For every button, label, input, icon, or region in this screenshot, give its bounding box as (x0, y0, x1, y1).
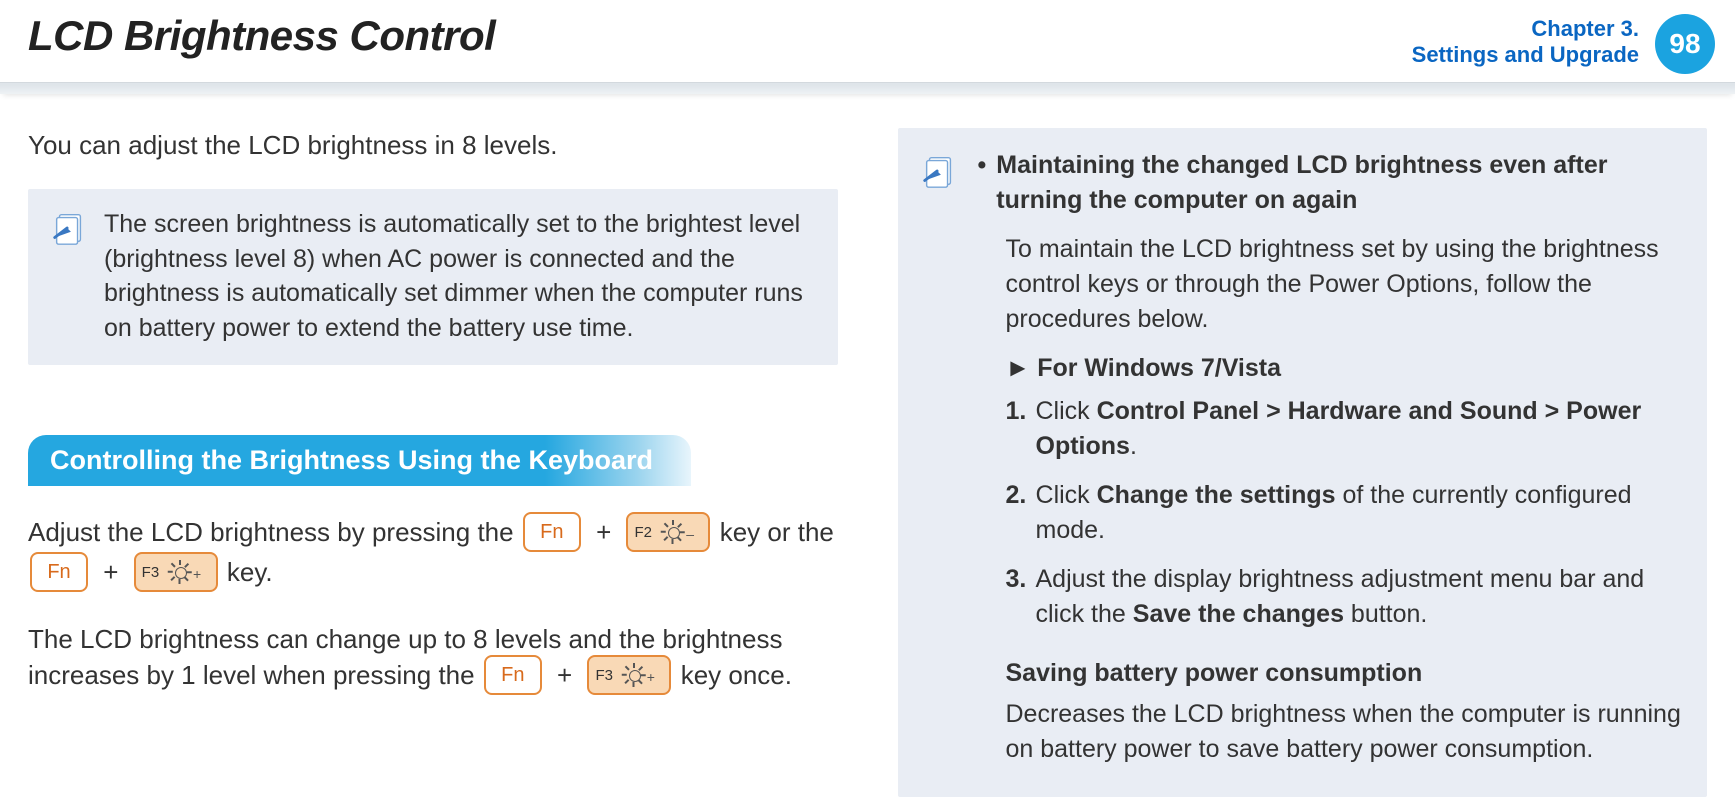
f2-key-icon: F2 – (626, 512, 710, 552)
step-2: 2. Click Change the settings of the curr… (1006, 478, 1682, 548)
f2-label: F2 (634, 521, 652, 543)
info-note-text: The screen brightness is automatically s… (104, 207, 816, 345)
seg-bold: Hardware and Sound (1288, 397, 1538, 425)
intro-text: You can adjust the LCD brightness in 8 l… (28, 128, 838, 163)
page-number-badge: 98 (1655, 14, 1715, 74)
seg: Click (1036, 481, 1097, 509)
p1-seg-c: key. (227, 557, 273, 587)
right-heading-para: To maintain the LCD brightness set by us… (978, 232, 1682, 337)
right-info-box: • Maintaining the changed LCD brightness… (898, 128, 1708, 797)
seg-bold: Change the settings (1097, 481, 1336, 509)
brightness-instruction-1: Adjust the LCD brightness by pressing th… (28, 514, 838, 594)
seg-bold: > (1259, 397, 1288, 425)
fn-key-icon: Fn (484, 655, 542, 695)
step-3: 3. Adjust the display brightness adjustm… (1006, 562, 1682, 632)
seg: button. (1344, 600, 1427, 628)
plus-icon: + (557, 660, 572, 690)
right-column: • Maintaining the changed LCD brightness… (898, 128, 1708, 797)
note-icon (920, 148, 960, 767)
note-icon (50, 207, 88, 345)
seg-bold: Control Panel (1097, 397, 1260, 425)
chapter-line1: Chapter 3. (1412, 16, 1639, 42)
left-column: You can adjust the LCD brightness in 8 l… (28, 128, 838, 797)
f3-label: F3 (142, 561, 160, 583)
seg: Click (1036, 397, 1097, 425)
chapter-block: Chapter 3. Settings and Upgrade (1412, 12, 1655, 68)
f3-key-icon: F3 + (587, 655, 671, 695)
seg-bold: Save the changes (1133, 600, 1344, 628)
step-number: 2. (1006, 478, 1026, 548)
right-heading-bold: Maintaining the changed LCD brightness e… (996, 148, 1681, 218)
step-1: 1. Click Control Panel > Hardware and So… (1006, 394, 1682, 464)
p1-seg-b: key or the (720, 517, 834, 547)
chapter-line2: Settings and Upgrade (1412, 42, 1639, 68)
header-divider (0, 82, 1735, 94)
f3-label: F3 (595, 664, 613, 686)
page-header: LCD Brightness Control Chapter 3. Settin… (0, 0, 1735, 74)
f3-key-icon: F3 + (134, 552, 218, 592)
step-text: Click Control Panel > Hardware and Sound… (1036, 394, 1682, 464)
battery-subheading: Saving battery power consumption (978, 656, 1682, 691)
fn-key-icon: Fn (30, 552, 88, 592)
seg-bold: > (1538, 397, 1567, 425)
step-text: Click Change the settings of the current… (1036, 478, 1681, 548)
steps-list: 1. Click Control Panel > Hardware and So… (978, 394, 1682, 632)
seg: . (1130, 432, 1137, 460)
bullet-heading-row: • Maintaining the changed LCD brightness… (978, 148, 1682, 218)
fn-key-icon: Fn (523, 512, 581, 552)
step-number: 1. (1006, 394, 1026, 464)
info-note-box: The screen brightness is automatically s… (28, 189, 838, 365)
battery-subpara: Decreases the LCD brightness when the co… (978, 697, 1682, 767)
os-heading-row: ► For Windows 7/Vista (978, 351, 1682, 386)
content-columns: You can adjust the LCD brightness in 8 l… (0, 94, 1735, 797)
step-number: 3. (1006, 562, 1026, 632)
step-text: Adjust the display brightness adjustment… (1036, 562, 1682, 632)
p2-seg-b: key once. (681, 660, 792, 690)
page-title: LCD Brightness Control (0, 12, 495, 60)
section-heading: Controlling the Brightness Using the Key… (28, 435, 691, 486)
p1-seg-a: Adjust the LCD brightness by pressing th… (28, 517, 521, 547)
os-heading: For Windows 7/Vista (1037, 354, 1281, 382)
section-heading-wrap: Controlling the Brightness Using the Key… (28, 435, 838, 486)
brightness-down-icon: – (662, 521, 684, 543)
bullet-icon: • (978, 148, 987, 218)
brightness-instruction-2: The LCD brightness can change up to 8 le… (28, 622, 838, 697)
arrow-icon: ► (1006, 354, 1031, 382)
brightness-up-icon: + (623, 664, 645, 686)
right-info-content: • Maintaining the changed LCD brightness… (978, 148, 1682, 767)
plus-icon: + (103, 557, 118, 587)
plus-icon: + (596, 517, 611, 547)
brightness-up-icon: + (169, 561, 191, 583)
